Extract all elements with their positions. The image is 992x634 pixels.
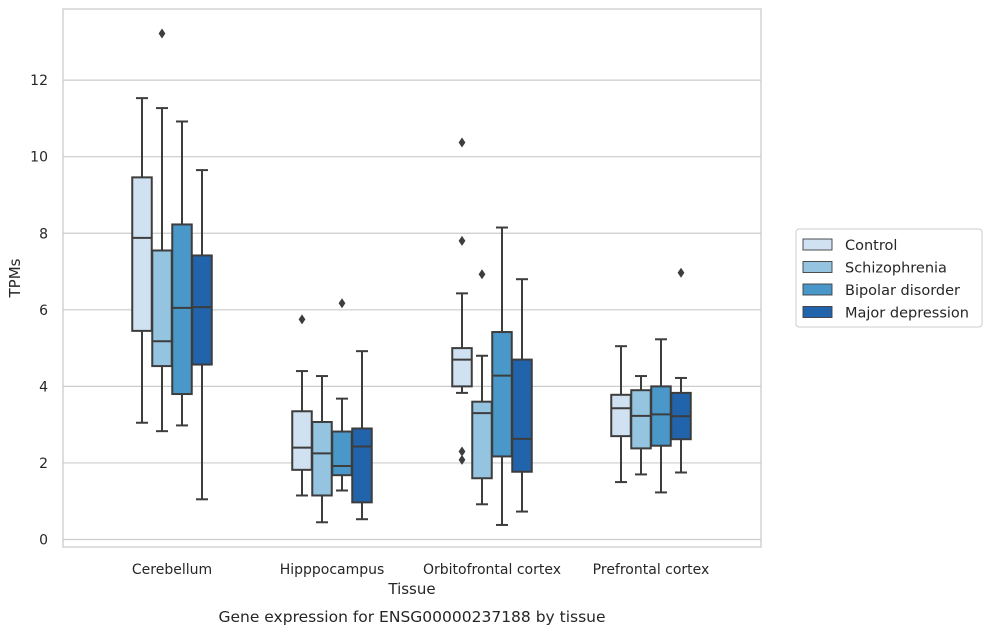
legend-swatch — [802, 283, 833, 296]
legend-label: Schizophrenia — [845, 261, 947, 277]
plot-frame — [62, 8, 762, 548]
y-tick-label: 4 — [39, 379, 48, 395]
x-tick-label: Prefrontal cortex — [593, 562, 710, 578]
box-body — [191, 254, 213, 366]
x-tick-label: Hipppocampus — [280, 562, 385, 578]
box — [351, 350, 373, 521]
box — [471, 269, 493, 506]
outlier-marker — [677, 267, 685, 278]
y-tick-label: 2 — [39, 456, 48, 472]
x-axis-ticks: Cerebellum Hipppocampus Orbitofrontal cort… — [132, 562, 709, 578]
legend-frame — [795, 228, 983, 328]
box — [650, 338, 672, 494]
outlier-marker — [158, 28, 166, 39]
outlier-marker — [478, 269, 486, 280]
y-axis-ticks: 0 2 4 6 8 10 12 — [30, 73, 48, 548]
box — [451, 137, 473, 465]
box-body — [331, 430, 353, 477]
box-body — [451, 347, 473, 388]
outlier-marker — [298, 314, 306, 325]
box-body — [491, 331, 513, 458]
box-body — [311, 420, 333, 497]
box — [511, 278, 533, 513]
outlier-marker — [338, 298, 346, 309]
legend-swatch — [802, 306, 833, 318]
legend-swatch — [802, 238, 833, 251]
legend-label: Major depression — [845, 306, 969, 322]
box-body — [511, 358, 533, 473]
y-axis-title: TPMs — [6, 258, 24, 298]
box-body — [610, 393, 632, 438]
box — [610, 345, 632, 484]
legend: Control Schizophrenia Bipolar disorder Majo… — [795, 228, 983, 328]
box-body — [351, 427, 373, 504]
box — [151, 28, 173, 433]
legend-label: Bipolar disorder — [845, 283, 960, 299]
legend-label: Control — [845, 238, 897, 254]
outlier-marker — [458, 446, 466, 457]
box — [670, 267, 692, 474]
box — [630, 375, 652, 476]
box-body — [630, 389, 652, 450]
x-axis-title: Tissue — [387, 580, 435, 598]
box-body — [171, 223, 193, 396]
x-tick-label: Orbitofrontal cortex — [423, 562, 561, 578]
y-tick-label: 6 — [39, 303, 48, 319]
box — [131, 97, 153, 424]
chart-caption: Gene expression for ENSG00000237188 by t… — [218, 608, 605, 626]
box-body — [291, 410, 313, 471]
box-body — [131, 176, 153, 332]
box-series — [131, 28, 692, 526]
legend-items: Control Schizophrenia Bipolar disorder Majo… — [802, 238, 969, 322]
outlier-marker — [458, 137, 466, 148]
box-body — [650, 385, 672, 447]
y-tick-label: 10 — [30, 150, 48, 166]
box — [191, 169, 213, 501]
legend-swatch — [802, 261, 833, 273]
y-tick-label: 12 — [30, 73, 48, 89]
y-tick-label: 8 — [39, 226, 48, 242]
outlier-marker — [458, 235, 466, 246]
outlier-marker — [458, 454, 466, 465]
box-body — [151, 249, 173, 368]
x-tick-label: Cerebellum — [132, 562, 212, 578]
y-tick-label: 0 — [39, 533, 48, 549]
